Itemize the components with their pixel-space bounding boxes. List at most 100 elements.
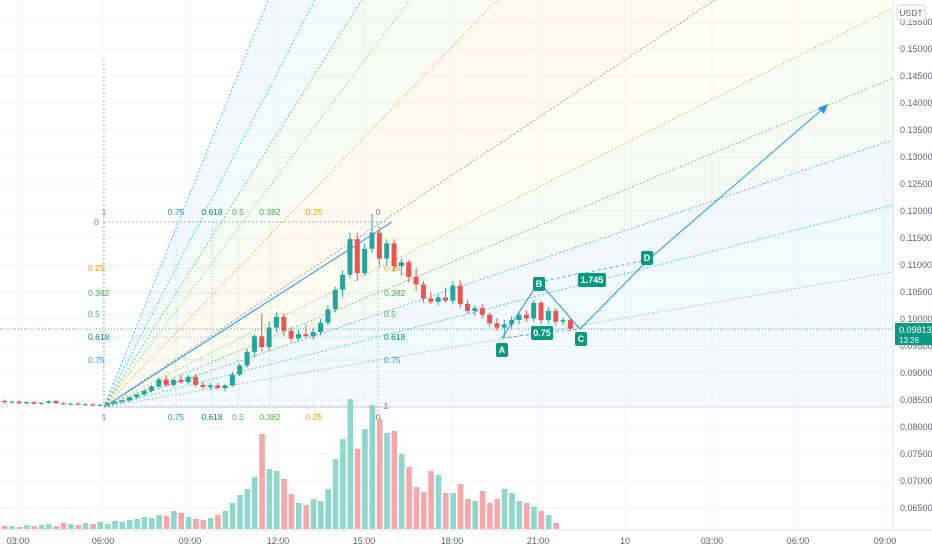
candle xyxy=(296,329,301,341)
fan-line xyxy=(103,0,363,408)
countdown-value: 13:26 xyxy=(899,336,920,345)
candle-body xyxy=(126,397,132,401)
volume-bar xyxy=(332,459,339,529)
candle-body xyxy=(207,385,213,388)
candle xyxy=(384,239,390,265)
candle-body xyxy=(104,403,110,405)
candle-body xyxy=(303,334,309,337)
candle xyxy=(38,402,44,405)
candle-body xyxy=(354,239,360,274)
fan-line xyxy=(103,7,894,408)
point-c-tag-text: C xyxy=(578,334,585,344)
point-b-tag-bg xyxy=(533,277,545,291)
time-axis[interactable]: 03:00 06:00 09:00 12:00 15:00 18:00 21:00 10 03:… xyxy=(0,529,932,546)
time-tick-label: 18:00 xyxy=(441,536,464,546)
fib-level-label-bottom: 0.75 xyxy=(168,412,185,422)
volume-bar xyxy=(193,519,199,529)
volume-bar xyxy=(46,524,52,529)
candle xyxy=(545,307,551,324)
candle xyxy=(24,401,30,405)
time-tick-label: 12:00 xyxy=(267,536,290,546)
time-tick-label: 09:00 xyxy=(874,536,897,546)
volume-bar xyxy=(340,439,346,529)
candle xyxy=(2,399,7,404)
candle-body xyxy=(119,400,125,402)
volume-bar xyxy=(134,519,140,529)
candle xyxy=(259,313,265,352)
volume-bar xyxy=(325,489,331,529)
price-tick-label: 0.11500 xyxy=(900,233,932,243)
fib-level-label-top: 0 xyxy=(376,207,381,217)
candle xyxy=(82,403,88,406)
candle-body xyxy=(340,274,346,290)
volume-bar xyxy=(538,511,545,529)
volume-bar xyxy=(2,526,8,529)
fan-line xyxy=(103,271,894,408)
volume-bar xyxy=(273,471,280,529)
candle-body xyxy=(288,330,294,339)
volume-bar xyxy=(259,434,265,529)
time-tick-label: 06:00 xyxy=(92,536,115,546)
candle-body xyxy=(398,262,404,267)
candle xyxy=(318,319,324,336)
candle-body xyxy=(16,401,22,404)
volume-bar xyxy=(222,511,229,529)
price-tick-label: 0.15500 xyxy=(900,17,932,27)
candle xyxy=(126,396,132,402)
candle-body xyxy=(163,379,169,385)
currency-badge[interactable] xyxy=(896,4,926,21)
candle-body xyxy=(406,262,412,277)
volume-bar xyxy=(413,487,420,529)
candle-body xyxy=(538,302,544,321)
candle xyxy=(134,393,140,399)
candle-body xyxy=(193,376,199,385)
candle-body xyxy=(443,297,448,301)
candle xyxy=(494,317,500,331)
volume-bar xyxy=(31,526,37,529)
candle-body xyxy=(185,376,191,383)
volume-bar xyxy=(509,493,515,529)
candle xyxy=(53,400,59,404)
candle-body xyxy=(2,401,7,403)
candle-body xyxy=(251,336,257,352)
price-tick-label: 0.15000 xyxy=(900,44,932,54)
candle-body xyxy=(553,310,559,322)
arrow-head xyxy=(818,104,828,114)
fib-diagonal xyxy=(103,221,393,408)
volume-bar xyxy=(406,467,412,529)
candle-body xyxy=(435,297,441,302)
candle-body xyxy=(156,379,162,387)
candle xyxy=(398,258,404,276)
candle xyxy=(420,281,426,303)
candle-body xyxy=(369,232,375,249)
candle xyxy=(457,280,463,309)
candle xyxy=(435,294,441,306)
candle-body xyxy=(376,232,382,259)
volume-bar xyxy=(112,521,118,529)
price-tick-label: 0.07000 xyxy=(900,476,932,486)
volume-bar xyxy=(523,503,530,529)
candle-body xyxy=(281,316,287,331)
candle-body xyxy=(24,402,30,404)
volume-bar xyxy=(347,399,354,529)
volume-bar xyxy=(391,431,398,529)
candle-body xyxy=(134,394,140,398)
candle-body xyxy=(229,374,235,386)
point-c-tag: C xyxy=(575,332,587,346)
candle-body xyxy=(200,384,206,388)
volume-bar xyxy=(435,475,442,529)
candle-body xyxy=(266,327,272,348)
time-tick-label: 15:00 xyxy=(353,536,376,546)
volume-bar xyxy=(68,524,74,529)
abcd-pattern: A B C D 0.75 1.745 xyxy=(0,104,893,357)
fan-line xyxy=(103,139,894,408)
candle-body xyxy=(560,320,566,322)
volume-bar xyxy=(472,501,478,529)
candle xyxy=(193,374,199,388)
point-d-tag: D xyxy=(641,251,653,265)
price-tick-label: 0.13500 xyxy=(900,125,932,135)
price-axis[interactable]: 0.15500 0.15000 0.14500 0.14000 0.13500 0.130… xyxy=(892,0,932,530)
volume-bar xyxy=(516,501,523,529)
candle xyxy=(288,327,294,342)
